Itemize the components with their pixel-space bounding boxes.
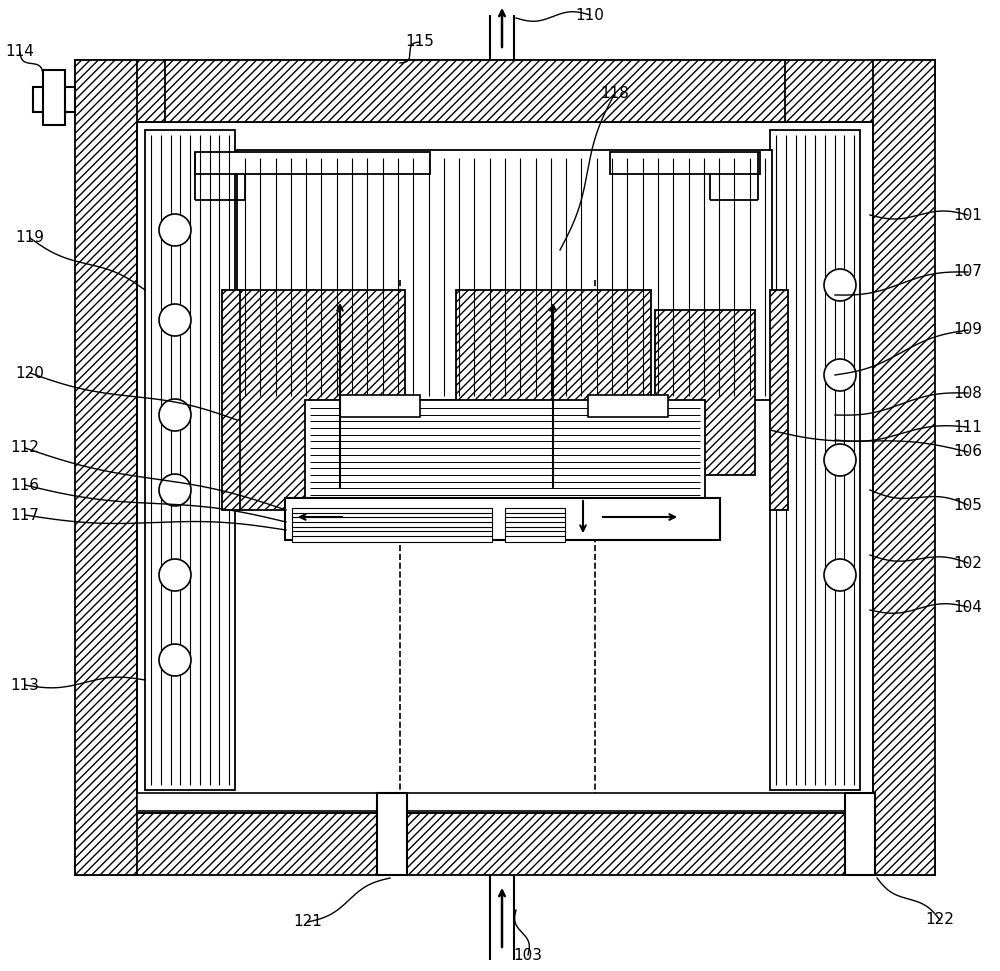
Bar: [505, 518, 565, 523]
Circle shape: [159, 559, 191, 591]
Bar: [305, 400, 705, 500]
Bar: [292, 522, 492, 528]
Text: 111: 111: [954, 419, 982, 434]
Text: 109: 109: [954, 322, 982, 338]
Text: 106: 106: [954, 445, 982, 459]
Circle shape: [824, 269, 856, 301]
Bar: [137, 793, 867, 811]
Text: 121: 121: [294, 915, 322, 929]
Bar: [505, 513, 565, 519]
Text: 101: 101: [954, 208, 982, 222]
Circle shape: [824, 559, 856, 591]
Circle shape: [159, 214, 191, 246]
Text: 108: 108: [954, 385, 982, 400]
Bar: [655, 310, 755, 475]
Bar: [505, 526, 565, 533]
Text: 112: 112: [11, 441, 39, 455]
Text: 116: 116: [10, 478, 40, 492]
Bar: [292, 513, 492, 519]
Text: 113: 113: [10, 678, 40, 692]
Text: 117: 117: [11, 508, 39, 522]
Bar: [505, 508, 565, 514]
Bar: [237, 150, 772, 400]
Bar: [165, 60, 785, 122]
Bar: [340, 395, 420, 417]
Text: 107: 107: [954, 264, 982, 280]
Circle shape: [824, 359, 856, 391]
Text: 118: 118: [601, 85, 629, 101]
Circle shape: [824, 444, 856, 476]
Text: 114: 114: [6, 45, 34, 59]
Text: 110: 110: [576, 8, 604, 22]
Bar: [588, 395, 668, 417]
Bar: [75, 813, 935, 875]
Bar: [610, 152, 760, 174]
Bar: [505, 522, 565, 528]
Circle shape: [159, 304, 191, 336]
Text: 103: 103: [514, 948, 542, 962]
Text: 122: 122: [926, 913, 954, 927]
Circle shape: [159, 399, 191, 431]
Bar: [292, 536, 492, 542]
Bar: [292, 531, 492, 537]
Bar: [43, 70, 65, 125]
Bar: [145, 130, 235, 790]
Text: 104: 104: [954, 599, 982, 615]
Text: 119: 119: [16, 230, 44, 246]
Bar: [292, 526, 492, 533]
Bar: [75, 60, 137, 875]
Bar: [770, 290, 788, 510]
Circle shape: [159, 644, 191, 676]
Bar: [292, 508, 492, 514]
Bar: [456, 290, 651, 510]
Bar: [845, 793, 875, 875]
Bar: [292, 518, 492, 523]
Bar: [33, 87, 75, 112]
Text: 115: 115: [406, 35, 434, 50]
Bar: [195, 152, 430, 174]
Bar: [75, 60, 935, 122]
Circle shape: [159, 474, 191, 506]
Text: 102: 102: [954, 555, 982, 571]
Bar: [285, 498, 720, 540]
Bar: [505, 531, 565, 537]
Bar: [377, 793, 407, 875]
Bar: [505, 536, 565, 542]
Bar: [770, 130, 860, 790]
Bar: [873, 60, 935, 875]
Bar: [235, 290, 405, 510]
Text: 105: 105: [954, 497, 982, 513]
Bar: [222, 290, 240, 510]
Text: 120: 120: [16, 365, 44, 381]
